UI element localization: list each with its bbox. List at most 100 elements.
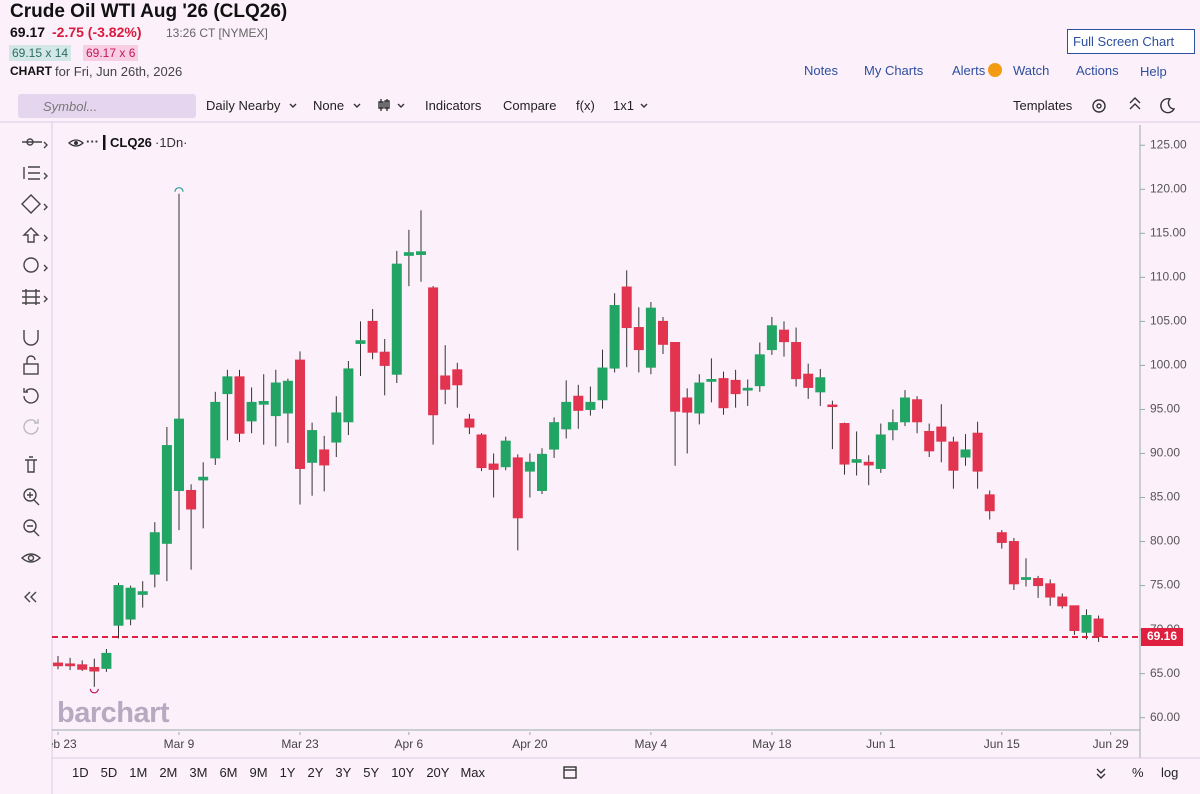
percent-toggle[interactable]: % [1132,765,1144,780]
period-select[interactable]: Daily Nearby [206,98,281,113]
period-bar: 1D 5D 1M 2M 3M 6M 9M 1Y 2Y 3Y 5Y 10Y 20Y Max [72,765,497,780]
layout-select[interactable]: 1x1 [613,98,634,113]
candle-body [766,325,777,351]
candle-body [948,441,959,471]
symbol-search[interactable] [18,94,196,118]
candle-body [936,426,947,442]
chart-date: for Fri, Jun 26th, 2026 [55,64,183,79]
candle-body [464,418,475,428]
x-tick-label: Feb 23 [39,737,77,751]
period-button[interactable]: 1M [129,765,148,780]
alerts-link[interactable]: Alerts [952,63,986,78]
candle-body [621,286,632,329]
quote-time: 13:26 CT [NYMEX] [166,26,268,40]
candle-body [585,401,596,410]
y-tick-label: 95.00 [1150,402,1180,416]
period-button[interactable]: 2Y [307,765,324,780]
candle-body [597,367,608,401]
candle-body [222,376,233,395]
candle-body [875,434,886,469]
candle-body [428,287,439,416]
period-button[interactable]: 1Y [279,765,296,780]
log-toggle[interactable]: log [1161,765,1179,780]
candle-body [186,489,197,510]
candle-body [416,251,426,255]
x-tick-label: Apr 20 [512,737,548,751]
overlay-select[interactable]: None [313,98,345,113]
candle-body [827,404,838,408]
candle-body [174,418,184,491]
period-button[interactable]: 6M [219,765,238,780]
candle-body [1045,583,1056,598]
candle-body [609,305,620,369]
candle-body [113,585,124,626]
candle-body [561,401,572,430]
candle-body [972,432,983,472]
candle-body [319,449,330,466]
candle-body [645,307,656,368]
candle-body [331,412,342,443]
candle-body [791,342,802,380]
notes-link[interactable]: Notes [804,63,838,78]
candle-body [960,449,971,458]
x-tick-label: Mar 23 [281,737,319,751]
fx-button[interactable]: f(x) [576,98,595,113]
legend-dots: ··· [86,134,99,149]
instrument-title: Crude Oil WTI Aug '26 (CLQ26) [10,1,288,22]
candle-body [161,445,172,544]
candle-body [658,320,668,345]
watch-link[interactable]: Watch [1013,63,1050,78]
period-button[interactable]: 20Y [426,765,450,780]
candle-body [839,423,850,465]
period-button[interactable]: 1D [72,765,89,780]
alerts-badge [988,63,1002,77]
period-button[interactable]: Max [460,765,486,780]
period-button[interactable]: 5D [100,765,118,780]
candle-body [149,532,160,575]
candle-body [549,422,560,450]
candle-body [210,401,221,459]
y-tick-label: 100.00 [1150,358,1187,372]
compare-button[interactable]: Compare [503,98,557,113]
candle-body [343,368,354,423]
y-tick-label: 110.00 [1150,270,1186,284]
period-button[interactable]: 3Y [335,765,352,780]
candle-body [1057,596,1068,607]
candle-body [706,379,717,382]
candle-body [500,440,511,468]
help-link[interactable]: Help [1140,64,1167,79]
chart-label: CHART [10,64,52,78]
candle-body [307,430,318,463]
candle-body [65,663,76,667]
indicators-button[interactable]: Indicators [425,98,482,113]
candle-body [537,453,547,491]
candle-body [682,397,693,413]
last-price-label: 69.16 [1147,629,1177,643]
candle-body [89,666,100,672]
period-button[interactable]: 3M [189,765,208,780]
candle-body [742,387,753,391]
templates-button[interactable]: Templates [1013,98,1073,113]
drawing-tools[interactable] [20,138,48,603]
candle-body [355,340,366,344]
candle-body [754,354,765,387]
x-tick-label: May 4 [635,737,668,751]
toolbar-icons[interactable] [25,97,1176,779]
y-tick-label: 60.00 [1150,710,1180,724]
actions-link[interactable]: Actions [1076,63,1119,78]
period-button[interactable]: 2M [159,765,178,780]
legend-period: ·1Dn· [155,135,188,150]
candle-body [379,351,390,366]
candle-body [984,494,995,512]
candle-body [440,375,451,390]
period-button[interactable]: 9M [249,765,268,780]
candle-body [924,430,935,452]
period-button[interactable]: 5Y [363,765,380,780]
candle-body [779,329,789,343]
full-screen-button[interactable]: Full Screen Chart [1067,29,1196,54]
my-charts-link[interactable]: My Charts [864,63,924,78]
candle-body [670,342,681,412]
period-button[interactable]: 10Y [391,765,415,780]
